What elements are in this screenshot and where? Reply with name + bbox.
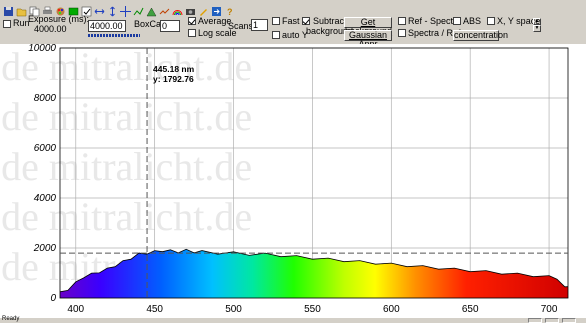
zoom-icon[interactable]	[133, 6, 144, 17]
plot-frame	[59, 47, 569, 299]
scans-input[interactable]: 1	[251, 19, 268, 31]
y-tick-label: 4000	[34, 193, 57, 204]
print-icon[interactable]	[42, 6, 53, 17]
abs-label: ABS	[463, 16, 482, 26]
abs-checkbox[interactable]	[453, 17, 461, 25]
y-tick-label: 0	[50, 293, 56, 304]
rainbow-icon[interactable]	[172, 6, 183, 17]
ref-spectra-label: Ref - Spectra	[408, 16, 462, 26]
spectra-ref-label: Spectra / Ref	[408, 28, 461, 38]
spectra-ref-checkbox[interactable]	[398, 29, 406, 37]
y-tick-label: 6000	[34, 143, 57, 154]
chart-axes: 0 2000 4000 6000 8000 10000 400 450 500 550 600 650…	[28, 43, 569, 315]
cursor-x-readout: 445.18 nm	[153, 64, 195, 74]
background-label: background	[306, 26, 354, 36]
x-tick-label: 700	[541, 304, 558, 315]
average-checkbox[interactable]	[188, 17, 196, 25]
run-checkbox[interactable]	[3, 20, 11, 28]
gaussian-approx-button[interactable]: Gaussian Appr	[344, 30, 392, 49]
exposure-progress-bar	[88, 34, 140, 37]
exposure-label: Exposure (ms):	[28, 14, 90, 24]
open-icon[interactable]	[16, 6, 27, 17]
get-background-button[interactable]: Get background	[344, 17, 392, 36]
crosshair-icon[interactable]	[120, 6, 131, 17]
check-icon[interactable]	[81, 6, 92, 17]
scope-icon[interactable]	[68, 6, 79, 17]
subtract-label: Subtract	[313, 16, 347, 26]
x-tick-label: 550	[304, 304, 321, 315]
status-panel-2	[545, 318, 559, 323]
x-tick-label: 450	[146, 304, 163, 315]
toolbar-scroll-spinner[interactable]: ▲ ▼	[533, 18, 541, 34]
marker-icon[interactable]	[198, 6, 209, 17]
log-scale-checkbox[interactable]	[188, 29, 196, 37]
chart-down-icon[interactable]	[159, 6, 170, 17]
toolbar-top-strip	[0, 0, 586, 7]
status-text: Ready	[2, 316, 20, 322]
x-tick-label: 400	[67, 304, 84, 315]
y-tick-label: 10000	[28, 44, 56, 54]
save-icon[interactable]	[3, 6, 14, 17]
svg-text:?: ?	[227, 7, 233, 17]
log-scale-label: Log scale	[198, 28, 237, 38]
auto-y-label: auto Y	[282, 30, 308, 40]
chart-up-icon[interactable]	[146, 6, 157, 17]
watermark-text: nt.de mitralicht.de	[0, 94, 252, 139]
xy-space-checkbox[interactable]	[487, 17, 495, 25]
exposure-input[interactable]: 4000.00	[88, 20, 126, 32]
camera-icon[interactable]	[185, 6, 196, 17]
ref-spectra-checkbox[interactable]	[398, 17, 406, 25]
y-tick-label: 8000	[34, 93, 57, 104]
spin-down-icon[interactable]: ▼	[533, 25, 541, 32]
spectrum-fill	[60, 249, 568, 298]
cursor-crosshair[interactable]: 445.18 nmy: 1792.76	[60, 48, 568, 298]
spectrum-chart[interactable]: nt.de mitralicht.de nt.de mitralicht.de nt…	[0, 43, 586, 318]
status-panel-1	[528, 318, 542, 323]
export-icon[interactable]	[211, 6, 222, 17]
spectrum-line	[59, 248, 569, 293]
watermark-text: nt.de mitralicht.de	[0, 44, 252, 89]
exposure-sub-value: 4000.00	[34, 24, 67, 34]
x-tick-label: 600	[383, 304, 400, 315]
vertical-arrows-icon[interactable]	[107, 6, 118, 17]
watermark-text: nt.de mitralicht.de	[0, 194, 252, 239]
status-bar: Ready	[0, 316, 586, 323]
concentration-button[interactable]: concentration	[453, 30, 509, 41]
fast-label: Fast	[282, 16, 300, 26]
average-label: Average	[198, 16, 232, 26]
help-icon[interactable]: ?	[224, 6, 235, 17]
spectrum-plot-area[interactable]: nt.de mitralicht.de nt.de mitralicht.de nt…	[0, 43, 586, 318]
subtract-background-checkbox[interactable]	[302, 17, 310, 25]
watermark-text: nt.de mitralicht.de	[0, 144, 252, 189]
scans-label: Scans:	[228, 21, 256, 31]
boxcar-input[interactable]: 0	[160, 20, 180, 32]
copy-icon[interactable]	[29, 6, 40, 17]
run-label: Run	[13, 18, 30, 28]
fast-checkbox[interactable]	[272, 17, 280, 25]
x-tick-label: 650	[462, 304, 479, 315]
horizontal-arrows-icon[interactable]	[94, 6, 105, 17]
watermark: nt.de mitralicht.de nt.de mitralicht.de nt…	[0, 44, 252, 289]
y-tick-label: 2000	[33, 243, 57, 254]
spin-up-icon[interactable]: ▲	[533, 18, 541, 25]
xy-space-label: X, Y space	[497, 16, 541, 26]
auto-y-checkbox[interactable]	[272, 31, 280, 39]
x-tick-label: 500	[225, 304, 242, 315]
cursor-y-readout: y: 1792.76	[153, 74, 194, 84]
boxcar-label: BoxCar:	[134, 19, 167, 29]
icon-toolbar: ?	[3, 6, 235, 18]
palette-icon[interactable]	[55, 6, 66, 17]
status-panel-3	[562, 318, 576, 323]
